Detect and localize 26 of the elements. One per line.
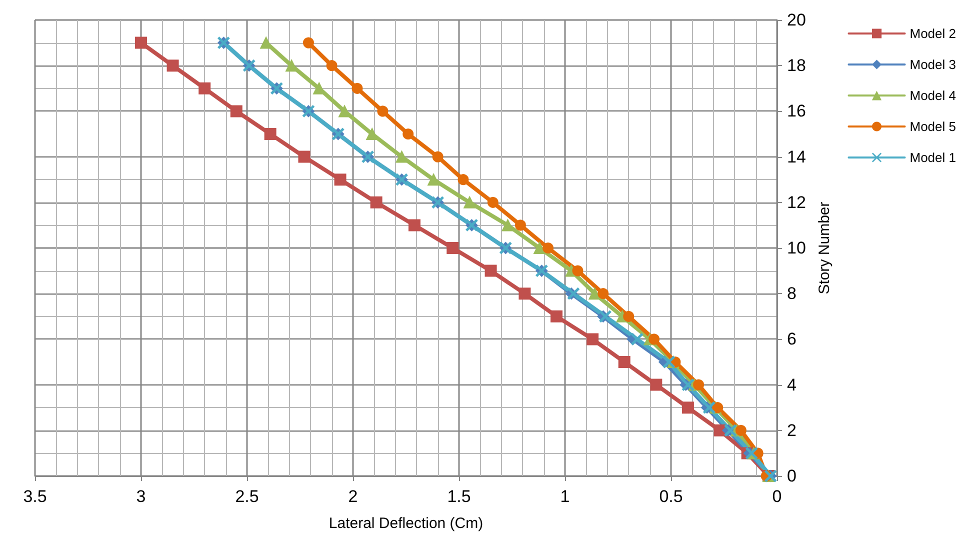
- y-tick-label: 0: [787, 466, 796, 486]
- x-tick-label: 1: [560, 487, 570, 506]
- legend-label: Model 1: [910, 150, 956, 165]
- x-tick-label: 0: [772, 487, 782, 506]
- y-axis-title: Story Number: [816, 202, 833, 294]
- legend-label: Model 4: [910, 88, 956, 103]
- y-tick-label: 12: [787, 192, 806, 212]
- y-tick-label: 14: [787, 147, 806, 166]
- x-tick-label: 3: [136, 487, 146, 506]
- x-tick-label: 0.5: [659, 487, 683, 506]
- legend-label: Model 3: [910, 57, 956, 72]
- x-tick-label: 2.5: [235, 487, 259, 506]
- x-tick-label: 2: [348, 487, 358, 506]
- y-tick-label: 8: [787, 284, 796, 304]
- x-axis-title: Lateral Deflection (Cm): [328, 515, 484, 532]
- y-tick-label: 16: [787, 102, 806, 121]
- y-tick-label: 10: [787, 238, 806, 258]
- y-tick-label: 6: [787, 330, 796, 349]
- y-tick-label: 20: [787, 10, 806, 30]
- y-tick-label: 4: [787, 375, 796, 394]
- y-tick-label: 2: [787, 420, 796, 440]
- x-tick-label: 3.5: [23, 487, 47, 506]
- y-tick-label: 18: [787, 56, 806, 76]
- legend-label: Model 2: [910, 26, 956, 41]
- x-tick-label: 1.5: [447, 487, 471, 506]
- legend-label: Model 5: [910, 119, 956, 134]
